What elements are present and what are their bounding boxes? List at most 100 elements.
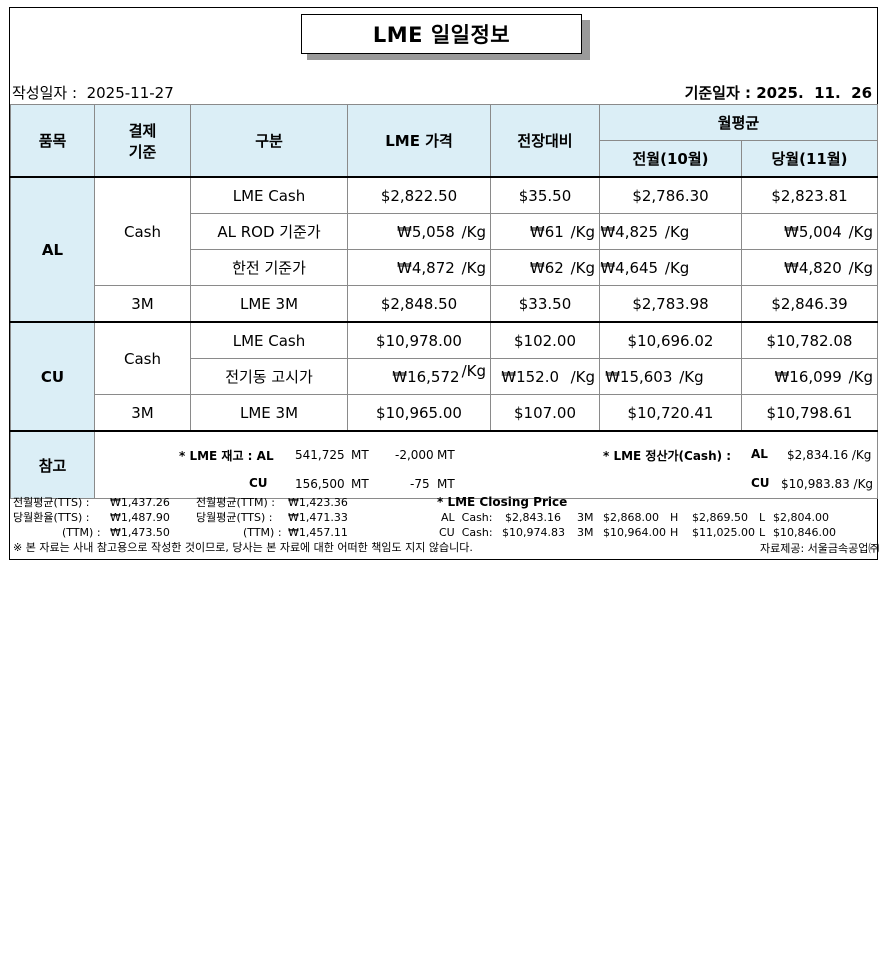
settle-al-label: AL <box>751 447 768 461</box>
table-row: 전기동 고시가 ₩16,572/Kg ₩152.0 /Kg ₩15,603 /K… <box>11 358 878 395</box>
price-cell: $2,848.50 <box>347 285 491 323</box>
price-cell: ₩4,872 /Kg <box>347 249 491 286</box>
al-l-label: L <box>759 511 766 524</box>
ttm-label: (TTM) : <box>62 526 101 539</box>
price-cell: $10,965.00 <box>347 394 491 432</box>
table-row: CU Cash LME Cash $10,978.00 $102.00 $10,… <box>10 321 878 432</box>
curr-month-cell: ₩16,099 /Kg <box>741 358 878 395</box>
price-cell: ₩5,058 /Kg <box>347 213 491 250</box>
curr-tts-label: 당월환율(TTS) : <box>13 511 90 524</box>
header-basis: 결제 기준 <box>94 104 191 178</box>
ttm2-label: (TTM) : <box>243 526 282 539</box>
settle-al-value: $2,834.16 /Kg <box>787 448 872 462</box>
settle-label: * LME 정산가(Cash) : <box>603 449 732 463</box>
price-cell: $2,822.50 <box>347 176 491 214</box>
reference-label: 참고 <box>10 430 95 499</box>
al-stock-change-unit: MT <box>437 448 455 462</box>
row-label: LME Cash <box>190 321 348 359</box>
header-lme-price: LME 가격 <box>347 104 491 178</box>
settle-cu-label: CU <box>751 476 770 490</box>
prev-month-cell: $2,786.30 <box>599 176 742 214</box>
cu-3m-basis: 3M <box>94 394 191 432</box>
table-row: AL Cash LME Cash $2,822.50 $35.50 $2,786… <box>10 176 878 323</box>
row-label: 전기동 고시가 <box>190 358 348 395</box>
change-cell: $35.50 <box>490 176 600 214</box>
curr-ttm-label: 당월평균(TTS) : <box>196 511 273 524</box>
change-cell: ₩62 /Kg <box>490 249 600 286</box>
created-date-value: 2025-11-27 <box>86 84 174 102</box>
reference-content: * LME 재고 : AL 541,725 MT -2,000 MT CU 15… <box>94 430 878 499</box>
document-frame <box>9 7 878 560</box>
row-label: LME 3M <box>190 394 348 432</box>
cu-cash-label: CU Cash: <box>439 526 493 539</box>
footer: 전월평균(TTS) : ₩1,437.26 전월평균(TTM) : ₩1,423… <box>0 496 886 558</box>
al-item: AL <box>10 176 95 323</box>
al-3m-value: $2,868.00 <box>603 511 659 524</box>
row-label: LME 3M <box>190 285 348 323</box>
cu-cash-value: $10,974.83 <box>502 526 565 539</box>
curr-month-cell: $10,798.61 <box>741 394 878 432</box>
change-cell: ₩152.0 /Kg <box>490 358 600 395</box>
curr-tts-value: ₩1,487.90 <box>110 511 170 524</box>
cu-l-value: $10,846.00 <box>773 526 836 539</box>
al-h-value: $2,869.50 <box>692 511 748 524</box>
change-cell: $107.00 <box>490 394 600 432</box>
header-monthly-avg: 월평균 <box>599 104 878 141</box>
page-title: LME 일일정보 <box>301 14 582 54</box>
price-cell: ₩16,572/Kg <box>347 358 491 395</box>
disclaimer: ※ 본 자료는 사내 참고용으로 작성한 것이므로, 당사는 본 자료에 대한 … <box>13 541 473 554</box>
al-3m-basis: 3M <box>94 285 191 323</box>
change-cell: ₩61 /Kg <box>490 213 600 250</box>
al-cash-basis: Cash <box>94 176 191 286</box>
table-row: 3M LME 3M $2,848.50 $33.50 $2,783.98 $2,… <box>11 285 878 323</box>
row-label: LME Cash <box>190 176 348 214</box>
al-stock-change: -2,000 <box>395 448 434 462</box>
curr-month-cell: ₩5,004 /Kg <box>741 213 878 250</box>
source-credit: 자료제공: 서울금속공업㈜ <box>760 542 880 555</box>
table-row: 한전 기준가 ₩4,872 /Kg ₩62 /Kg ₩4,645 /Kg ₩4,… <box>11 249 878 286</box>
cu-l-label: L <box>759 526 766 539</box>
curr-month-cell: $2,823.81 <box>741 176 878 214</box>
cu-cash-basis: Cash <box>94 321 191 395</box>
row-label: 한전 기준가 <box>190 249 348 286</box>
price-cell: $10,978.00 <box>347 321 491 359</box>
header-item: 품목 <box>10 104 95 178</box>
prev-month-cell: $10,696.02 <box>599 321 742 359</box>
cu-3m-label: 3M <box>577 526 594 539</box>
cu-3m-value: $10,964.00 <box>603 526 666 539</box>
cu-stock-label: CU <box>249 476 268 490</box>
header-category: 구분 <box>190 104 348 178</box>
base-date-value: 2025. 11. 26 <box>756 84 872 102</box>
lme-table: 품목 결제 기준 구분 LME 가격 전장대비 월평균 전월(10월) 당월(11… <box>10 104 878 499</box>
settle-cu-value: $10,983.83 /Kg <box>781 477 874 491</box>
prev-month-cell: ₩4,825 /Kg <box>599 213 742 250</box>
cu-stock-change-unit: MT <box>437 477 455 491</box>
ttm-value: ₩1,473.50 <box>110 526 170 539</box>
curr-month-cell: $10,782.08 <box>741 321 878 359</box>
prev-month-cell: ₩4,645 /Kg <box>599 249 742 286</box>
cu-h-value: $11,025.00 <box>692 526 755 539</box>
cu-item: CU <box>10 321 95 432</box>
prev-tts-value: ₩1,437.26 <box>110 496 170 509</box>
stock-label: * LME 재고 : AL <box>179 449 274 463</box>
cu-stock-value: 156,500 <box>295 477 345 491</box>
base-date: 기준일자 : 2025. 11. 26 <box>685 82 872 103</box>
prev-ttm-value: ₩1,423.36 <box>288 496 348 509</box>
base-date-label: 기준일자 : <box>684 84 751 102</box>
al-cash-label: AL Cash: <box>441 511 493 524</box>
al-stock-value: 541,725 <box>295 448 345 462</box>
prev-month-cell: ₩15,603 /Kg <box>599 358 742 395</box>
al-cash-value: $2,843.16 <box>505 511 561 524</box>
prev-month-cell: $10,720.41 <box>599 394 742 432</box>
change-cell: $102.00 <box>490 321 600 359</box>
ttm2-value: ₩1,457.11 <box>288 526 348 539</box>
prev-tts-label: 전월평균(TTS) : <box>13 496 90 509</box>
cu-stock-change: -75 <box>410 477 430 491</box>
prev-month-cell: $2,783.98 <box>599 285 742 323</box>
al-stock-unit: MT <box>351 448 369 462</box>
row-label: AL ROD 기준가 <box>190 213 348 250</box>
created-date: 작성일자 : 2025-11-27 <box>12 82 174 103</box>
cu-stock-unit: MT <box>351 477 369 491</box>
reference-row: 참고 * LME 재고 : AL 541,725 MT -2,000 MT CU… <box>10 430 878 499</box>
al-3m-label: 3M <box>577 511 594 524</box>
